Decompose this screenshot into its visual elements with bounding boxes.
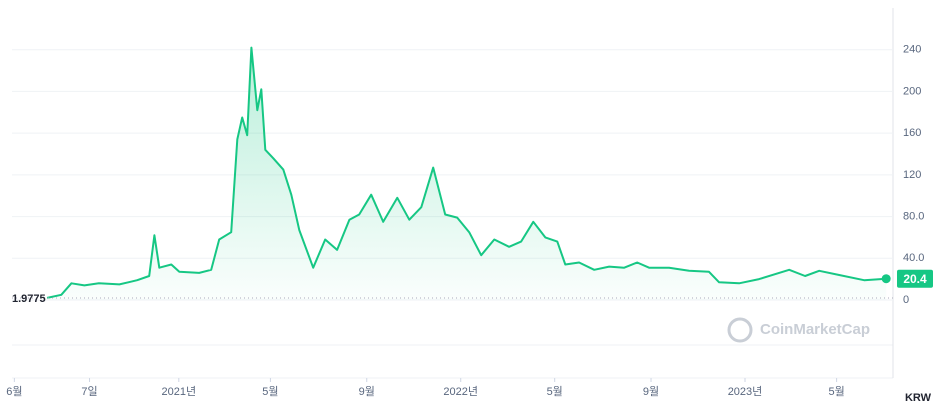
currency-label: KRW: [905, 392, 932, 404]
y-tick-label: 240: [903, 44, 921, 56]
area: [47, 47, 887, 300]
x-tick-label: 5월: [828, 385, 844, 398]
y-tick-label: 80.0: [903, 210, 924, 222]
x-tick-label: 5월: [547, 385, 563, 398]
x-tick-label: 9월: [643, 385, 659, 398]
last-label: 20.4: [903, 272, 927, 286]
x-tick-label: 9월: [359, 385, 375, 398]
x-tick-label: 5월: [262, 385, 278, 398]
x-tick-label: 2021년: [162, 385, 197, 398]
x-tick-label: 6월: [6, 385, 22, 398]
y-tick-label: 200: [903, 85, 921, 97]
y-tick-label: 120: [903, 169, 921, 181]
x-tick-label: 7일: [81, 384, 97, 398]
watermark-logo: [727, 317, 753, 343]
y-tick-label: 40.0: [903, 252, 924, 264]
y-tick-label: 0: [903, 294, 909, 306]
last-badge: [897, 269, 933, 288]
start-label: 1.9775: [12, 293, 46, 305]
x-tick-label: 2022년: [443, 385, 478, 398]
price-line: [46, 46, 887, 299]
y-tick-label: 160: [903, 127, 921, 139]
last-point: [881, 274, 891, 284]
watermark: CoinMarketCap: [760, 321, 870, 338]
x-tick-label: 2023년: [728, 385, 763, 398]
